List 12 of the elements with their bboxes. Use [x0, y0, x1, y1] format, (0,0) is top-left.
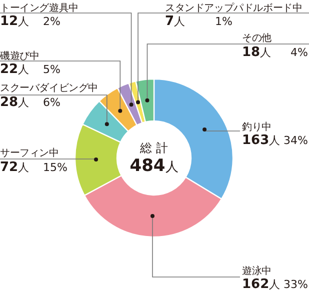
slice-label: その他	[242, 32, 272, 44]
slice-label: スクーバダイビング中	[0, 82, 98, 94]
slice-label: スタンドアップパドルボード中	[165, 2, 302, 14]
slice-label: 釣り中	[242, 121, 272, 133]
data-label: 163人 34%	[242, 133, 308, 148]
slice-label: サーフィン中	[0, 147, 59, 159]
slice-label: トーイング遊具中	[0, 2, 78, 14]
text: 総 計	[139, 141, 168, 155]
slice-label: 磯遊び中	[0, 50, 40, 62]
slice-label: 遊泳中	[242, 265, 272, 277]
data-label: 162人 33%	[242, 277, 308, 290]
text: 484人	[130, 156, 178, 176]
